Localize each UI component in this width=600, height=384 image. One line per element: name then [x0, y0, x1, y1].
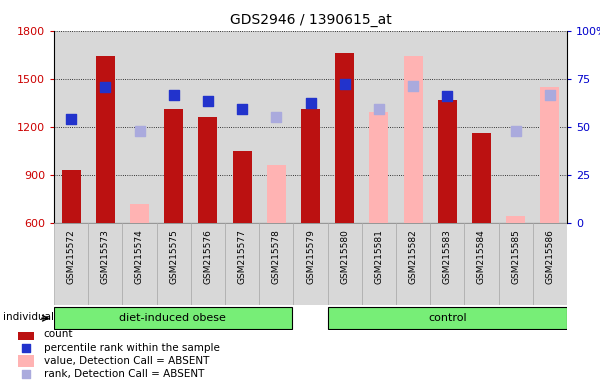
Bar	[191, 223, 225, 305]
Text: GSM215577: GSM215577	[238, 229, 247, 284]
Point	[67, 116, 76, 122]
Point	[511, 127, 521, 134]
Text: GSM215574: GSM215574	[135, 229, 144, 284]
Text: GSM215583: GSM215583	[443, 229, 452, 284]
Bar	[396, 223, 430, 305]
Point	[340, 81, 350, 87]
Point	[101, 84, 110, 90]
Bar	[96, 56, 115, 223]
Text: GSM215582: GSM215582	[409, 229, 418, 284]
Title: GDS2946 / 1390615_at: GDS2946 / 1390615_at	[230, 13, 391, 27]
Bar	[438, 99, 457, 223]
Point	[545, 92, 555, 98]
Point	[272, 114, 281, 120]
Bar	[335, 53, 354, 223]
Bar	[199, 117, 217, 223]
Text: GSM215572: GSM215572	[67, 229, 76, 284]
Text: GSM215581: GSM215581	[374, 229, 383, 284]
Bar	[88, 223, 122, 305]
Bar	[464, 223, 499, 305]
Bar	[362, 223, 396, 305]
Point	[409, 83, 418, 89]
Bar	[54, 223, 88, 305]
Bar	[301, 109, 320, 223]
Point	[443, 93, 452, 99]
Text: rank, Detection Call = ABSENT: rank, Detection Call = ABSENT	[44, 369, 204, 379]
Bar	[122, 223, 157, 305]
Text: GSM215578: GSM215578	[272, 229, 281, 284]
Bar	[54, 306, 292, 329]
Text: GSM215580: GSM215580	[340, 229, 349, 284]
Point	[374, 106, 384, 112]
Bar	[267, 165, 286, 223]
Bar	[328, 223, 362, 305]
Bar	[430, 223, 464, 305]
Bar	[370, 113, 388, 223]
Text: GSM215576: GSM215576	[203, 229, 212, 284]
Text: GSM215573: GSM215573	[101, 229, 110, 284]
Bar	[18, 355, 34, 367]
Point	[169, 92, 179, 98]
Bar	[130, 204, 149, 223]
Text: value, Detection Call = ABSENT: value, Detection Call = ABSENT	[44, 356, 209, 366]
Bar	[233, 151, 251, 223]
Bar	[293, 223, 328, 305]
Text: GSM215585: GSM215585	[511, 229, 520, 284]
Bar	[225, 223, 259, 305]
Text: GSM215584: GSM215584	[477, 229, 486, 284]
Text: GSM215575: GSM215575	[169, 229, 178, 284]
Bar	[499, 223, 533, 305]
Bar	[506, 216, 525, 223]
Text: GSM215586: GSM215586	[545, 229, 554, 284]
Text: control: control	[428, 313, 467, 323]
Text: percentile rank within the sample: percentile rank within the sample	[44, 343, 220, 353]
Bar	[533, 223, 567, 305]
Bar	[157, 223, 191, 305]
Text: diet-induced obese: diet-induced obese	[119, 313, 226, 323]
Bar	[472, 133, 491, 223]
Bar	[328, 306, 567, 329]
Point	[238, 106, 247, 112]
Point	[134, 127, 145, 134]
Bar	[404, 56, 422, 223]
Text: count: count	[44, 329, 73, 339]
Bar	[18, 328, 34, 340]
Bar	[259, 223, 293, 305]
Bar	[62, 170, 80, 223]
Text: individual: individual	[3, 312, 54, 322]
Text: GSM215579: GSM215579	[306, 229, 315, 284]
Point	[306, 100, 316, 106]
Point	[21, 344, 31, 351]
Point	[21, 371, 31, 377]
Point	[203, 98, 213, 104]
Bar	[164, 109, 183, 223]
Bar	[541, 87, 559, 223]
